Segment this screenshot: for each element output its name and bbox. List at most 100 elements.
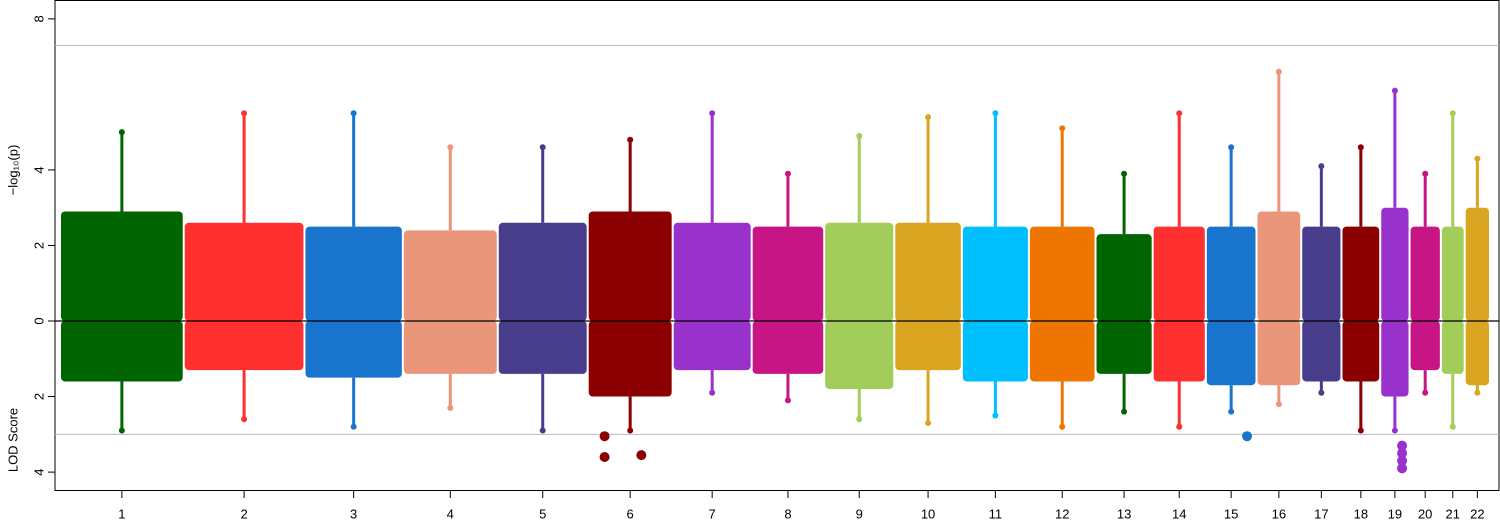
upper-peak bbox=[1176, 110, 1183, 117]
y-tick-label: 8 bbox=[31, 15, 46, 22]
x-tick-label: 1 bbox=[118, 506, 125, 521]
lower-peak bbox=[1275, 401, 1282, 408]
upper-band bbox=[1381, 207, 1409, 321]
lower-peak bbox=[925, 420, 932, 426]
lower-band bbox=[1465, 321, 1490, 386]
x-tick-label: 12 bbox=[1055, 506, 1069, 521]
lower-band bbox=[1029, 321, 1095, 382]
y2-tick-label: 4 bbox=[31, 468, 46, 475]
upper-band bbox=[1342, 226, 1380, 321]
lower-peak bbox=[447, 404, 454, 411]
lower-peak bbox=[1121, 408, 1128, 415]
lod-hit bbox=[1242, 431, 1253, 442]
y-tick-label: 4 bbox=[31, 166, 46, 173]
lower-peak bbox=[1059, 423, 1066, 430]
upper-peak bbox=[1422, 170, 1429, 177]
x-tick-label: 7 bbox=[709, 506, 716, 521]
lower-peak bbox=[118, 427, 125, 434]
lower-band bbox=[752, 321, 824, 374]
upper-peak bbox=[241, 110, 248, 117]
lower-peak bbox=[709, 389, 716, 396]
lower-band bbox=[825, 321, 894, 389]
lower-band bbox=[305, 321, 402, 378]
x-tick-label: 16 bbox=[1272, 506, 1286, 521]
upper-peak bbox=[627, 136, 634, 143]
upper-band bbox=[895, 222, 961, 321]
x-tick-label: 4 bbox=[447, 506, 454, 521]
upper-band bbox=[403, 230, 497, 321]
lod-hit bbox=[599, 452, 610, 462]
y-tick-label: 0 bbox=[31, 317, 46, 324]
upper-band bbox=[1096, 234, 1152, 321]
upper-peak bbox=[992, 110, 999, 117]
upper-peak bbox=[1318, 163, 1325, 170]
upper-band bbox=[588, 211, 672, 321]
upper-band bbox=[1441, 226, 1464, 321]
upper-band bbox=[962, 226, 1028, 321]
lower-band bbox=[498, 321, 587, 374]
x-tick-label: 15 bbox=[1224, 506, 1238, 521]
x-tick-label: 10 bbox=[921, 506, 935, 521]
lod-hit bbox=[1397, 440, 1408, 451]
upper-band bbox=[1029, 226, 1095, 321]
upper-peak bbox=[1228, 144, 1235, 151]
upper-band bbox=[1302, 226, 1341, 321]
lower-band bbox=[403, 321, 497, 374]
lower-peak bbox=[1422, 389, 1429, 396]
upper-peak bbox=[1449, 110, 1456, 117]
lower-peak bbox=[1318, 389, 1325, 396]
upper-peak bbox=[118, 129, 125, 136]
x-tick-label: 8 bbox=[784, 506, 791, 521]
lower-band bbox=[1410, 321, 1440, 371]
lower-band bbox=[1302, 321, 1341, 382]
upper-peak bbox=[1391, 87, 1398, 94]
lower-peak bbox=[1449, 423, 1456, 430]
y2-tick-label: 2 bbox=[31, 393, 46, 400]
lower-band bbox=[1342, 321, 1380, 382]
x-tick-label: 20 bbox=[1418, 506, 1432, 521]
lower-band bbox=[1206, 321, 1256, 386]
lod-hit bbox=[1397, 448, 1408, 459]
upper-band bbox=[673, 222, 751, 321]
lower-band bbox=[1257, 321, 1301, 386]
upper-peak bbox=[856, 132, 863, 139]
upper-band bbox=[498, 222, 587, 321]
upper-peak bbox=[1275, 68, 1282, 75]
lower-band bbox=[895, 321, 961, 371]
lower-peak bbox=[1228, 408, 1235, 415]
x-tick-label: 18 bbox=[1354, 506, 1368, 521]
lower-peak bbox=[1176, 423, 1183, 430]
lower-peak bbox=[241, 416, 248, 423]
x-tick-label: 22 bbox=[1470, 506, 1484, 521]
lower-peak bbox=[1357, 427, 1364, 434]
upper-band bbox=[1257, 211, 1301, 321]
lod-hit bbox=[1397, 463, 1408, 474]
upper-peak bbox=[925, 114, 932, 121]
upper-peak bbox=[709, 110, 716, 117]
upper-peak bbox=[1059, 125, 1066, 132]
lower-band bbox=[1381, 321, 1409, 397]
lower-peak bbox=[992, 412, 999, 419]
upper-peak bbox=[1357, 144, 1364, 151]
upper-peak bbox=[1121, 170, 1128, 177]
upper-peak bbox=[539, 144, 546, 151]
lower-peak bbox=[1474, 389, 1481, 396]
y-axis-label: −log₁₀(p) bbox=[5, 145, 20, 196]
lower-peak bbox=[784, 397, 791, 404]
lower-band bbox=[184, 321, 304, 371]
y-tick-label: 2 bbox=[31, 242, 46, 249]
upper-band bbox=[61, 211, 183, 321]
lower-peak bbox=[1391, 427, 1398, 434]
upper-band bbox=[1410, 226, 1440, 321]
x-tick-label: 11 bbox=[989, 506, 1003, 521]
x-tick-label: 19 bbox=[1388, 506, 1402, 521]
lower-band bbox=[673, 321, 751, 371]
upper-band bbox=[184, 222, 304, 321]
x-tick-label: 6 bbox=[627, 506, 634, 521]
x-tick-label: 3 bbox=[350, 506, 357, 521]
lod-hit bbox=[636, 450, 647, 461]
lower-peak bbox=[539, 427, 546, 434]
x-tick-label: 13 bbox=[1117, 506, 1131, 521]
upper-band bbox=[752, 226, 824, 321]
